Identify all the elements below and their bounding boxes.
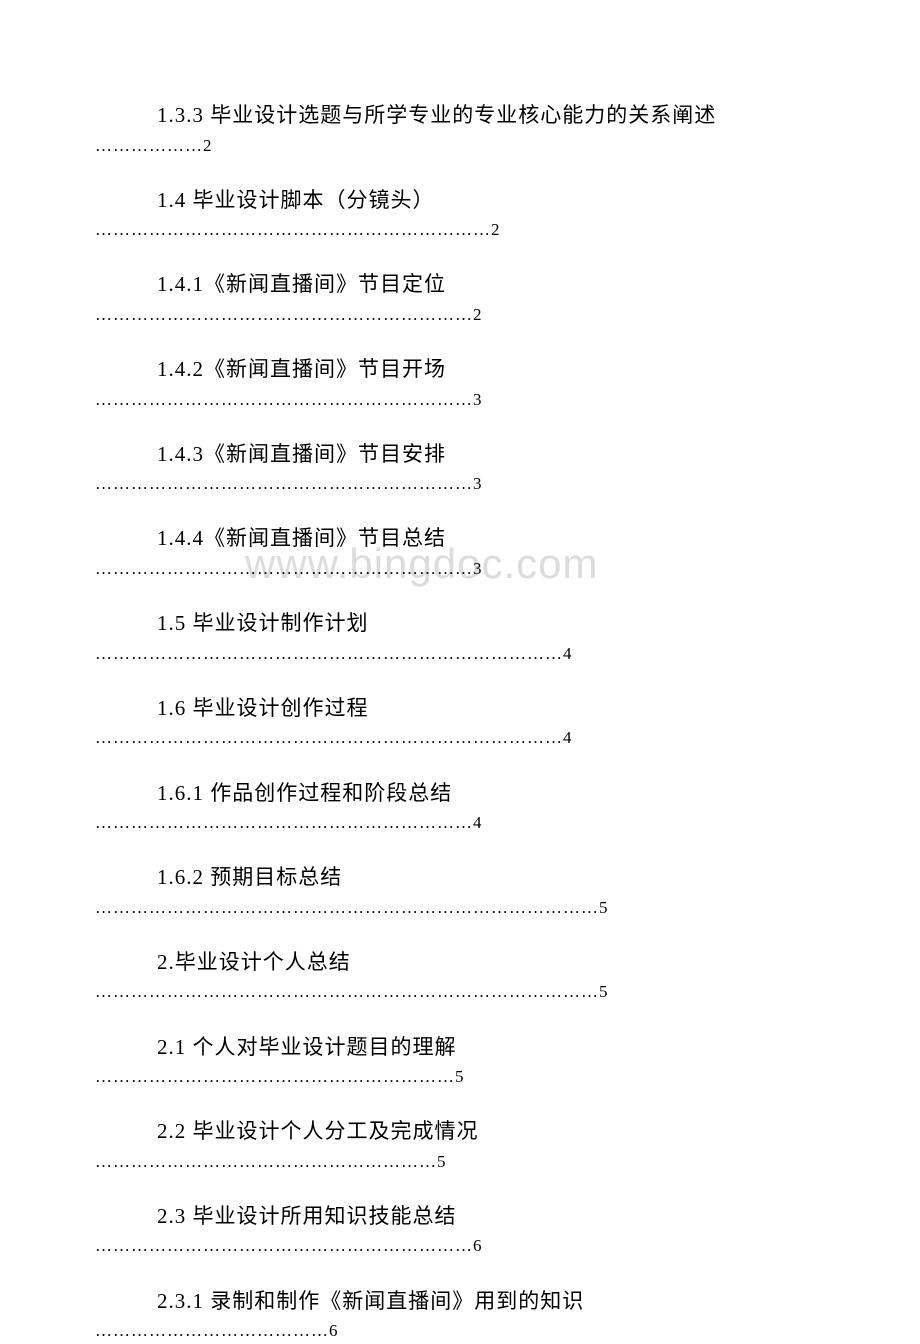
- toc-dots: ………………………………………………………3: [95, 555, 825, 582]
- toc-entry: 1.6.1 作品创作过程和阶段总结 ………………………………………………………4: [95, 778, 825, 837]
- toc-title: 1.4 毕业设计脚本（分镜头）: [95, 185, 825, 217]
- toc-dots: ………………………………………………………3: [95, 470, 825, 497]
- toc-title: 2.2 毕业设计个人分工及完成情况: [95, 1116, 825, 1148]
- toc-title: 2.毕业设计个人总结: [95, 947, 825, 979]
- toc-dots: ………………………………………………………4: [95, 809, 825, 836]
- toc-container: 1.3.3 毕业设计选题与所学专业的专业核心能力的关系阐述 ………………2 1.…: [95, 100, 825, 1344]
- toc-entry: 1.4 毕业设计脚本（分镜头） …………………………………………………………2: [95, 185, 825, 244]
- toc-title: 1.6 毕业设计创作过程: [95, 693, 825, 725]
- toc-title: 2.1 个人对毕业设计题目的理解: [95, 1032, 825, 1064]
- toc-dots: ………………………………………………………3: [95, 386, 825, 413]
- toc-dots: ………………2: [95, 132, 825, 159]
- toc-entry: 1.6.2 预期目标总结 …………………………………………………………………………: [95, 862, 825, 921]
- toc-entry: 1.3.3 毕业设计选题与所学专业的专业核心能力的关系阐述 ………………2: [95, 100, 825, 159]
- toc-dots: ………………………………………………………2: [95, 301, 825, 328]
- toc-dots: ……………………………………………………5: [95, 1063, 825, 1090]
- toc-entry: 1.4.1《新闻直播间》节目定位 ………………………………………………………2: [95, 269, 825, 328]
- toc-entry: 1.4.2《新闻直播间》节目开场 ………………………………………………………3: [95, 354, 825, 413]
- toc-dots: ……………………………………………………………………4: [95, 640, 825, 667]
- toc-entry: 2.2 毕业设计个人分工及完成情况 …………………………………………………5: [95, 1116, 825, 1175]
- toc-entry: 2.3 毕业设计所用知识技能总结 ………………………………………………………6: [95, 1201, 825, 1260]
- toc-entry: 2.1 个人对毕业设计题目的理解 ……………………………………………………5: [95, 1032, 825, 1091]
- toc-entry: 1.6 毕业设计创作过程 ……………………………………………………………………4: [95, 693, 825, 752]
- toc-entry: 2.3.1 录制和制作《新闻直播间》用到的知识 …………………………………6: [95, 1286, 825, 1344]
- toc-title: 1.6.1 作品创作过程和阶段总结: [95, 778, 825, 810]
- toc-title: 1.4.1《新闻直播间》节目定位: [95, 269, 825, 301]
- toc-entry: 1.4.3《新闻直播间》节目安排 ………………………………………………………3: [95, 439, 825, 498]
- toc-dots: ………………………………………………………6: [95, 1232, 825, 1259]
- toc-title: 2.3 毕业设计所用知识技能总结: [95, 1201, 825, 1233]
- toc-title: 1.6.2 预期目标总结: [95, 862, 825, 894]
- toc-dots: …………………………………………………………………………5: [95, 894, 825, 921]
- toc-dots: ……………………………………………………………………4: [95, 724, 825, 751]
- toc-title: 1.4.2《新闻直播间》节目开场: [95, 354, 825, 386]
- toc-title: 1.5 毕业设计制作计划: [95, 608, 825, 640]
- toc-entry: 1.4.4《新闻直播间》节目总结 ………………………………………………………3: [95, 523, 825, 582]
- toc-entry: 2.毕业设计个人总结 …………………………………………………………………………5: [95, 947, 825, 1006]
- toc-title: 2.3.1 录制和制作《新闻直播间》用到的知识: [95, 1286, 825, 1318]
- toc-dots: …………………………………6: [95, 1317, 825, 1344]
- toc-dots: …………………………………………………5: [95, 1148, 825, 1175]
- toc-dots: …………………………………………………………2: [95, 216, 825, 243]
- toc-entry: 1.5 毕业设计制作计划 ……………………………………………………………………4: [95, 608, 825, 667]
- toc-title: 1.3.3 毕业设计选题与所学专业的专业核心能力的关系阐述: [95, 100, 825, 132]
- toc-title: 1.4.4《新闻直播间》节目总结: [95, 523, 825, 555]
- toc-dots: …………………………………………………………………………5: [95, 978, 825, 1005]
- toc-title: 1.4.3《新闻直播间》节目安排: [95, 439, 825, 471]
